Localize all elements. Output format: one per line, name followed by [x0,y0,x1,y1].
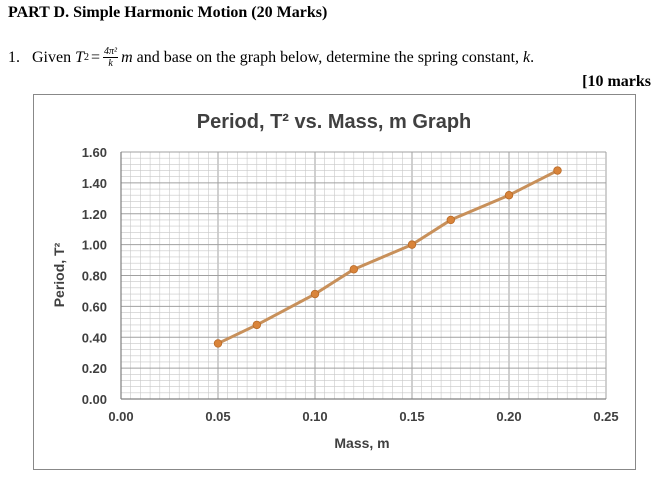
formula-fraction: 4π² k [103,46,119,69]
section-heading: PART D. Simple Harmonic Motion (20 Marks… [8,4,328,21]
data-point [213,339,223,348]
y-tick-label: 1.00 [82,238,107,253]
grid-lines [120,151,607,400]
axes [120,152,606,400]
chart-frame: Period, T² vs. Mass, m Graph 0.00 0.20 0.4… [33,94,636,470]
x-tick-label: 0.20 [496,409,521,424]
marks-label: [10 marks [582,73,651,90]
tick-labels: 0.00 0.20 0.40 0.60 0.80 1.00 1.20 1.40 1.60 0.00… [82,145,619,424]
y-tick-label: 0.60 [82,299,107,314]
data-point [446,215,455,225]
data-point [504,191,514,200]
question-number: 1. [8,48,20,66]
data-point [310,289,320,299]
spring-constant-variable: k [523,48,531,66]
data-point [553,166,562,175]
data-point [252,320,261,330]
y-tick-label: 0.00 [82,392,107,407]
series-line [217,169,559,345]
y-tick-label: 1.60 [82,145,107,160]
data-point [407,240,417,249]
given-word: Given [32,48,72,66]
y-tick-label: 0.80 [82,269,107,284]
question-end: . [530,48,535,66]
question-body: and base on the graph below, determine t… [136,48,520,66]
chart-title: Period, T² vs. Mass, m Graph [197,111,472,133]
y-tick-label: 1.40 [82,176,107,191]
data-series [213,166,562,348]
y-axis-label: Period, T² [51,242,67,307]
period-variable: T [75,48,85,66]
x-tick-label: 0.10 [302,409,327,424]
fraction-numerator: 4π² [103,46,119,58]
equals-sign: = [91,48,101,66]
x-tick-label: 0.05 [205,409,230,424]
y-tick-label: 0.20 [82,361,107,376]
chart-svg: Period, T² vs. Mass, m Graph 0.00 0.20 0.4… [51,111,619,451]
x-tick-label: 0.00 [108,409,133,424]
mass-variable: m [121,48,133,66]
x-tick-label: 0.25 [593,409,618,424]
data-point [349,265,358,274]
x-axis-label: Mass, m [334,435,389,451]
fraction-denominator: k [108,58,113,69]
y-tick-label: 1.20 [82,207,107,222]
period-exponent: 2 [84,52,90,63]
x-tick-label: 0.15 [399,409,424,424]
y-tick-label: 0.40 [82,330,107,345]
